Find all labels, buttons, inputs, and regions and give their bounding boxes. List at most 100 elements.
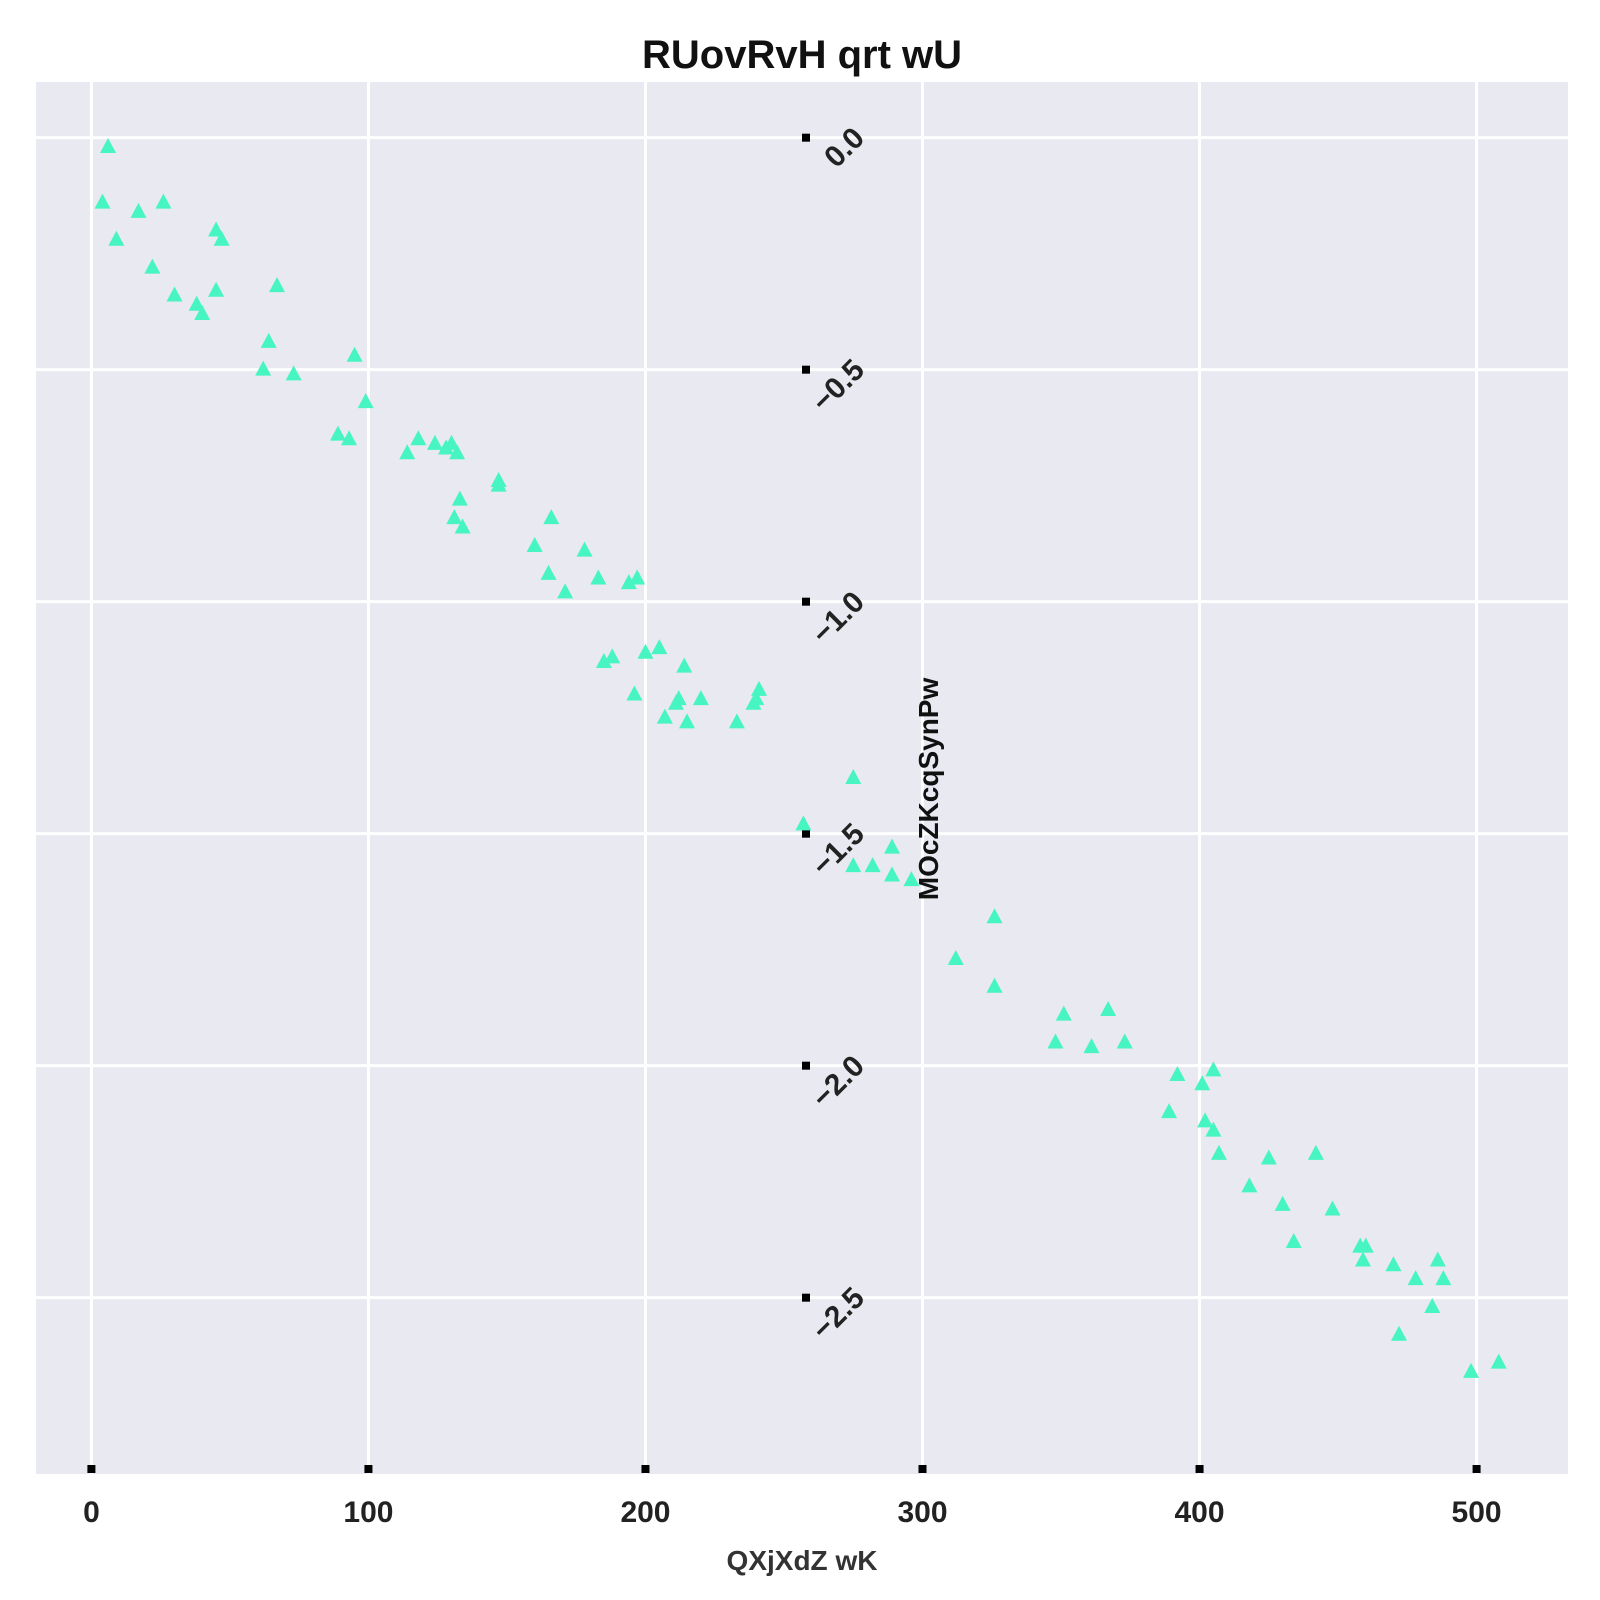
data-point (451, 490, 468, 506)
data-point (670, 690, 687, 706)
x-tick-mark (87, 1465, 96, 1473)
data-point (426, 434, 443, 450)
y-tick-mark (802, 133, 810, 142)
data-point (1205, 1061, 1222, 1077)
x-tick-mark (364, 1465, 373, 1473)
data-point (144, 258, 161, 274)
data-point (1241, 1177, 1258, 1193)
x-tick-label: 200 (620, 1496, 670, 1529)
data-point (194, 305, 211, 320)
data-point (1047, 1033, 1064, 1049)
data-point (1490, 1353, 1507, 1369)
data-point (449, 444, 466, 460)
data-point (1161, 1103, 1178, 1119)
data-point (656, 708, 673, 724)
data-point (728, 713, 745, 729)
data-point (1083, 1038, 1100, 1054)
chart-title: RUovRvH qrt wU (642, 33, 962, 77)
data-point (1407, 1270, 1424, 1286)
data-point (155, 193, 172, 209)
data-point (399, 444, 416, 460)
data-point (884, 838, 901, 854)
x-tick-label: 100 (343, 1496, 393, 1529)
data-point (410, 430, 427, 446)
data-point (213, 230, 230, 246)
data-points (94, 137, 1507, 1378)
data-point (1463, 1362, 1480, 1378)
data-point (604, 648, 621, 664)
data-point (329, 425, 346, 441)
data-point (557, 583, 574, 599)
y-tick-mark (802, 597, 810, 606)
x-tick-label: 400 (1175, 1496, 1225, 1529)
y-tick-mark (802, 365, 810, 374)
y-axis-label: MOcZKcqSynPw (913, 678, 944, 901)
data-point (1205, 1121, 1222, 1137)
data-point (490, 472, 507, 488)
data-point (1100, 1001, 1117, 1016)
data-point (629, 569, 646, 585)
data-point (595, 653, 612, 668)
data-point (543, 509, 560, 525)
x-tick-label: 500 (1452, 1496, 1502, 1529)
data-point (1055, 1005, 1072, 1021)
data-point (166, 286, 183, 302)
data-point (679, 713, 696, 729)
plot-area (36, 82, 1568, 1474)
data-point (1116, 1033, 1133, 1049)
x-tick-mark (641, 1465, 650, 1473)
data-point (208, 221, 225, 237)
data-point (1354, 1251, 1371, 1267)
data-point (341, 430, 358, 446)
data-point (208, 281, 225, 297)
y-tick-mark (802, 1293, 810, 1302)
data-point (903, 871, 920, 887)
data-point (845, 857, 862, 873)
data-point (1391, 1325, 1408, 1341)
data-point (947, 949, 964, 965)
data-point (1169, 1065, 1186, 1081)
data-point (269, 277, 286, 293)
data-point (1357, 1237, 1374, 1253)
data-point (576, 541, 593, 557)
data-point (1307, 1144, 1324, 1160)
data-point (1429, 1251, 1446, 1267)
data-point (1385, 1256, 1402, 1272)
data-point (986, 977, 1003, 993)
data-point (1424, 1297, 1441, 1313)
data-point (526, 537, 543, 552)
y-tick-mark (802, 829, 810, 838)
data-point (626, 685, 643, 701)
data-point (751, 680, 768, 696)
data-point (692, 690, 709, 706)
data-point (864, 857, 881, 873)
data-point (620, 574, 637, 590)
data-point (1324, 1200, 1341, 1216)
data-point (748, 690, 765, 706)
data-point (884, 866, 901, 882)
data-point (108, 230, 125, 246)
data-point (346, 346, 363, 362)
y-tick-mark (802, 1061, 810, 1070)
data-point (1260, 1149, 1277, 1165)
data-point (845, 769, 862, 784)
data-point (94, 193, 111, 209)
data-point (590, 569, 607, 585)
data-point (130, 202, 147, 218)
data-point (100, 137, 117, 153)
x-tick-mark (918, 1465, 927, 1473)
data-point (795, 815, 812, 831)
data-point (651, 639, 668, 655)
data-point (676, 657, 693, 673)
data-point (986, 908, 1003, 924)
data-point (446, 509, 463, 525)
data-point (1210, 1144, 1227, 1160)
data-point (188, 295, 205, 311)
data-point (260, 332, 277, 348)
data-point (1274, 1195, 1291, 1211)
data-point (1285, 1233, 1302, 1248)
x-axis-label: QXjXdZ wK (727, 1545, 878, 1576)
data-point (1194, 1075, 1211, 1091)
data-point (540, 564, 557, 580)
